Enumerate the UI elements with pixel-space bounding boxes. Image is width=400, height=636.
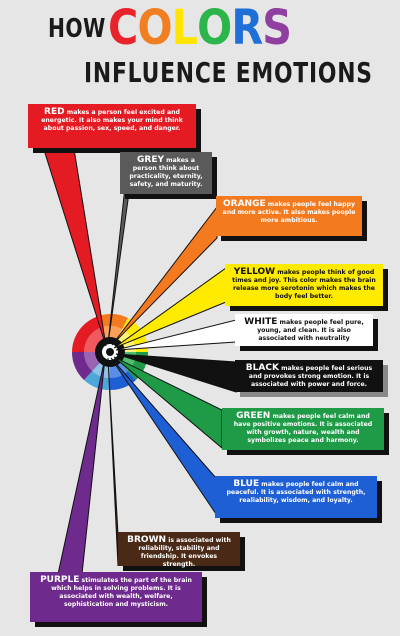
box-yellow: YELLOW makes people think of good times … [225, 264, 383, 306]
box-green: GREEN makes people feel calm and have po… [222, 408, 384, 450]
keyword-red: RED [44, 107, 65, 117]
desc-black: makes people feel serious and provokes s… [248, 365, 373, 388]
desc-green: makes people feel calm and have positive… [233, 413, 373, 444]
desc-brown: is associated with reliability, stabilit… [138, 537, 231, 568]
box-orange: ORANGE makes people feel happy and more … [216, 196, 362, 236]
keyword-yellow: YELLOW [233, 267, 276, 277]
keyword-purple: PURPLE [40, 575, 80, 585]
title-letter: O [137, 0, 172, 56]
hub-core [106, 348, 114, 356]
box-black: BLACK makes people feel serious and prov… [235, 360, 383, 392]
title-influence-emotions: INFLUENCE EMOTIONS [84, 56, 373, 89]
desc-white: makes people feel pure, young, and clean… [257, 319, 364, 342]
title-letter: O [197, 0, 232, 56]
desc-orange: makes people feel happy and more active.… [222, 201, 356, 224]
keyword-brown: BROWN [127, 535, 167, 545]
desc-grey: makes a person think about practicality,… [129, 157, 203, 188]
title-letter: S [262, 0, 292, 56]
desc-blue: makes people feel calm and peaceful. It … [226, 481, 366, 504]
box-grey: GREY makes a person think about practica… [120, 152, 212, 194]
title-colors-word: COLORS [108, 0, 292, 56]
keyword-orange: ORANGE [223, 199, 266, 209]
title-letter: C [108, 0, 138, 56]
desc-purple: stimulates the part of the brain which h… [51, 577, 192, 608]
box-blue: BLUE makes people feel calm and peaceful… [215, 476, 377, 518]
box-brown: BROWN is associated with reliability, st… [118, 532, 240, 568]
keyword-green: GREEN [236, 411, 271, 421]
box-red: RED makes a person feel excited and ener… [28, 104, 196, 148]
keyword-blue: BLUE [233, 479, 260, 489]
keyword-grey: GREY [137, 155, 165, 165]
keyword-white: WHITE [244, 317, 278, 327]
box-white: WHITE makes people feel pure, young, and… [235, 314, 373, 346]
box-purple: PURPLE stimulates the part of the brain … [30, 572, 202, 622]
title-how: HOW [48, 14, 106, 44]
title-letter: R [231, 0, 263, 56]
keyword-black: BLACK [245, 363, 279, 373]
desc-red: makes a person feel excited and energeti… [41, 109, 183, 132]
ray-purple [57, 357, 106, 575]
desc-yellow: makes people think of good times and joy… [232, 269, 376, 300]
title-letter: L [171, 0, 198, 56]
